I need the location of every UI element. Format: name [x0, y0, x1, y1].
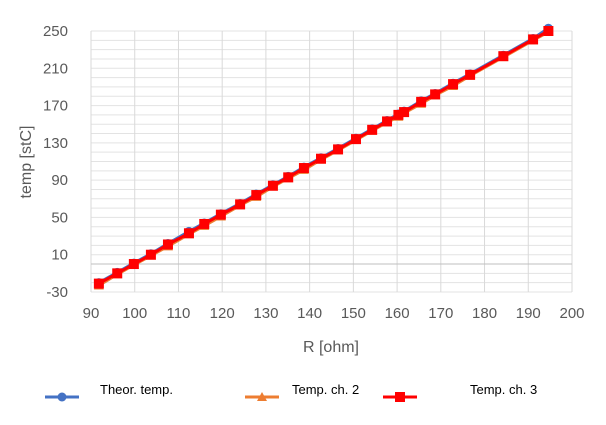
data-point — [93, 278, 104, 289]
legend-item: Temp. ch. 3 — [383, 382, 537, 402]
x-tick-label: 180 — [472, 305, 497, 322]
x-axis-label: R [ohm] — [303, 339, 359, 356]
data-point — [235, 199, 246, 210]
data-point — [393, 109, 404, 120]
x-tick-label: 170 — [428, 305, 453, 322]
data-point — [399, 107, 410, 118]
grid — [90, 30, 573, 293]
legend-marker-icon — [57, 392, 67, 402]
x-tick-label: 100 — [122, 305, 147, 322]
x-tick-label: 200 — [559, 305, 584, 322]
y-tick-label: 90 — [51, 172, 68, 189]
data-point — [183, 228, 194, 239]
legend-marker-icon — [395, 392, 405, 402]
y-tick-label: -30 — [46, 284, 68, 301]
legend-item: Temp. ch. 2 — [245, 382, 359, 401]
y-tick-label: 10 — [51, 247, 68, 264]
y-tick-label: 130 — [43, 135, 68, 152]
legend-label: Temp. ch. 2 — [292, 382, 359, 397]
legend-label: Theor. temp. — [100, 382, 173, 397]
data-point — [465, 69, 476, 80]
data-point — [498, 51, 509, 62]
data-point — [350, 134, 361, 145]
y-tick-label: 210 — [43, 60, 68, 77]
x-tick-label: 160 — [385, 305, 410, 322]
data-point — [267, 180, 278, 191]
x-tick-label: 110 — [166, 305, 190, 322]
data-point — [112, 268, 123, 279]
data-point — [128, 259, 139, 270]
data-point — [333, 144, 344, 155]
x-tick-label: 90 — [83, 305, 100, 322]
legend-item: Theor. temp. — [45, 382, 173, 402]
data-point — [251, 190, 262, 201]
y-axis-label: temp [stC] — [18, 126, 35, 199]
data-point — [416, 96, 427, 107]
x-tick-label: 190 — [516, 305, 541, 322]
legend-marker-icon — [257, 392, 267, 401]
legend-label: Temp. ch. 3 — [470, 382, 537, 397]
data-point — [367, 124, 378, 135]
legend: Theor. temp. Temp. ch. 2 Temp. ch. 3 — [45, 382, 537, 402]
x-tick-label: 150 — [341, 305, 366, 322]
x-tick-label: 140 — [297, 305, 322, 322]
x-tick-label: 130 — [253, 305, 278, 322]
series-layer — [93, 23, 554, 290]
data-point — [298, 163, 309, 174]
data-point — [382, 116, 393, 127]
data-point — [543, 26, 554, 36]
data-point — [199, 218, 210, 229]
series-3 — [93, 26, 554, 289]
data-point — [528, 34, 539, 45]
x-tick-label: 120 — [210, 305, 235, 322]
tick-labels: -30 10 50 90 130 170 210 250 90 100 110 120 130 140 15… — [43, 23, 585, 322]
y-tick-label: 50 — [51, 209, 68, 226]
y-tick-label: 170 — [43, 98, 68, 115]
data-point — [215, 209, 226, 220]
data-point — [145, 249, 156, 260]
data-point — [283, 172, 294, 183]
data-point — [162, 239, 173, 250]
data-point — [448, 79, 459, 90]
y-tick-label: 250 — [43, 23, 68, 40]
data-point — [430, 89, 441, 100]
data-point — [316, 153, 327, 164]
